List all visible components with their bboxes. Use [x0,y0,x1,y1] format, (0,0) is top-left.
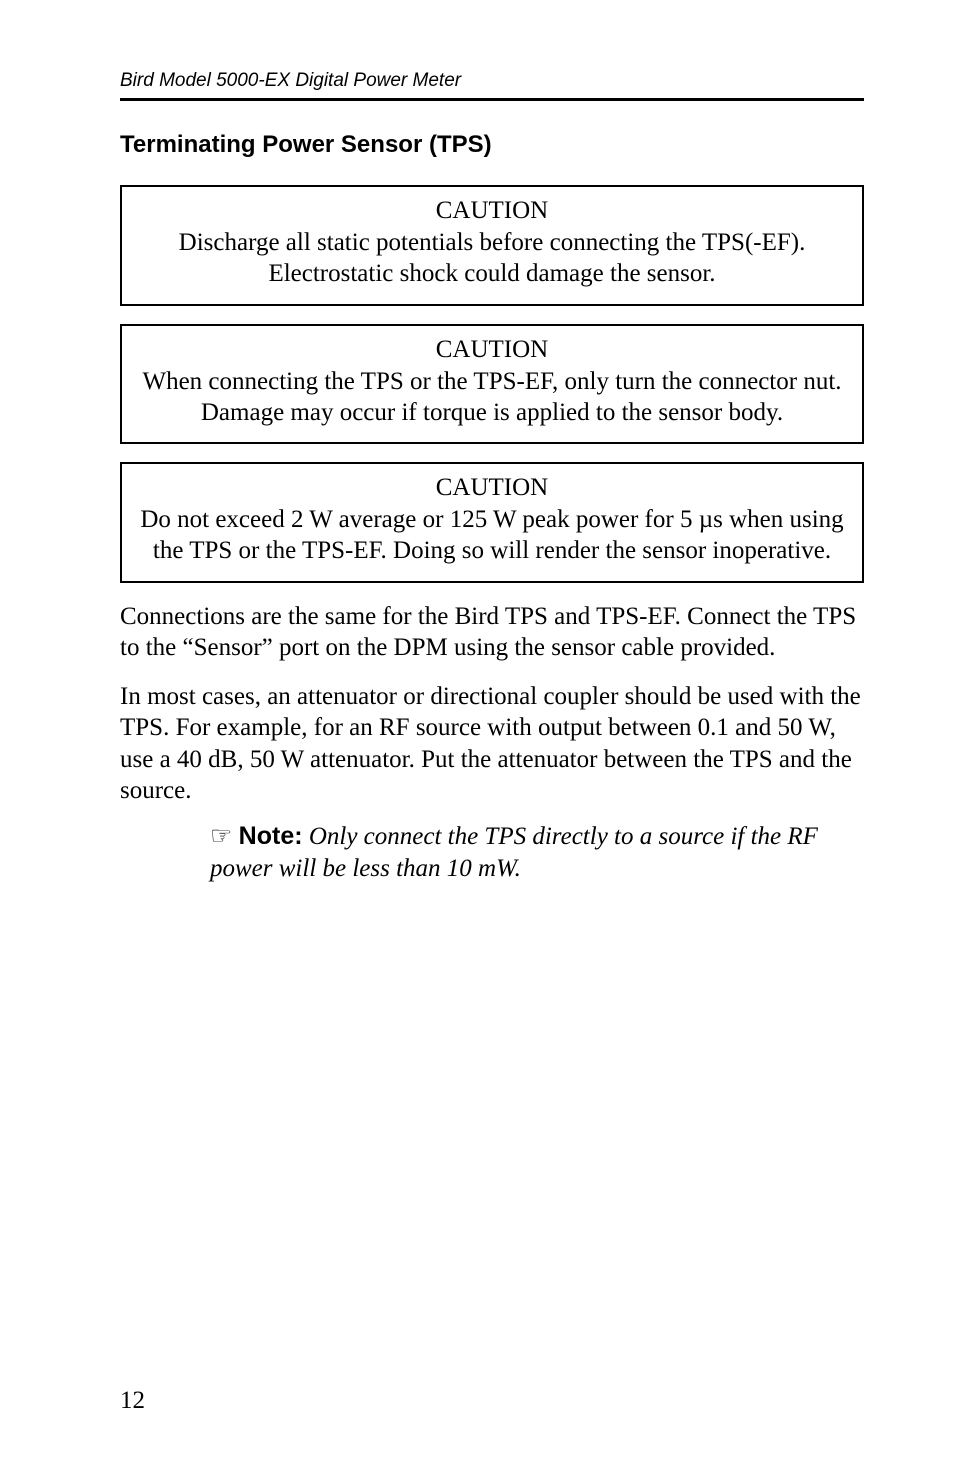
running-header: Bird Model 5000-EX Digital Power Meter [120,70,864,101]
section-title: Terminating Power Sensor (TPS) [120,131,864,159]
caution-text: Discharge all static potentials before c… [138,227,846,290]
caution-label: CAUTION [138,197,846,225]
body-paragraph-1: Connections are the same for the Bird TP… [120,601,864,664]
caution-text: When connecting the TPS or the TPS-EF, o… [138,366,846,429]
caution-box-3: CAUTION Do not exceed 2 W average or 125… [120,462,864,583]
caution-box-2: CAUTION When connecting the TPS or the T… [120,324,864,445]
caution-label: CAUTION [138,474,846,502]
caution-text: Do not exceed 2 W average or 125 W peak … [138,504,846,567]
note-label: Note: [239,822,303,850]
pointing-hand-icon: ☞ [210,823,232,850]
note-block: ☞ Note: Only connect the TPS directly to… [210,820,864,885]
caution-label: CAUTION [138,336,846,364]
caution-box-1: CAUTION Discharge all static potentials … [120,185,864,306]
body-paragraph-2: In most cases, an attenuator or directio… [120,681,864,806]
page-number: 12 [120,1387,145,1415]
